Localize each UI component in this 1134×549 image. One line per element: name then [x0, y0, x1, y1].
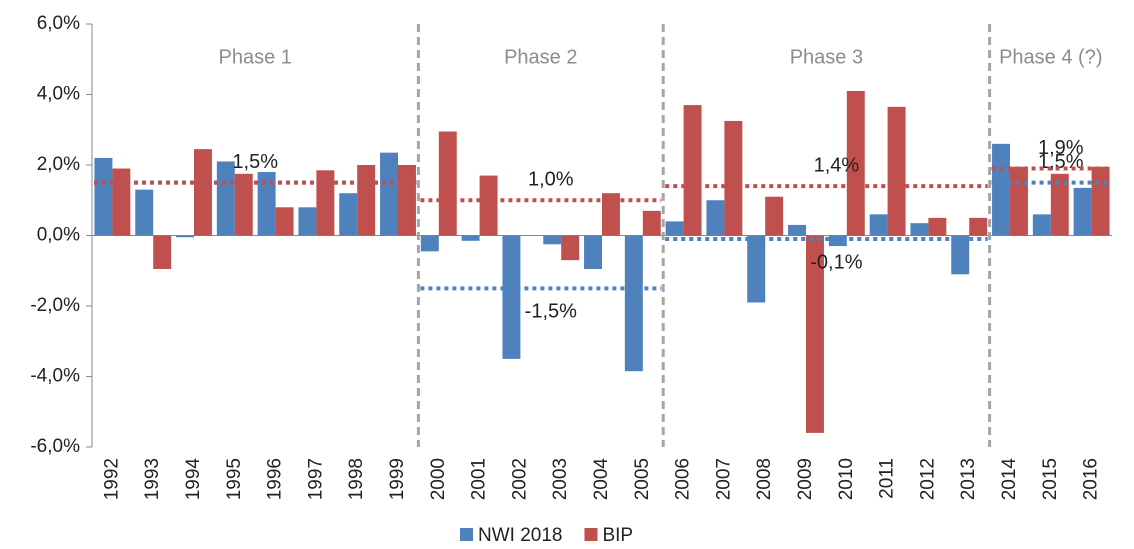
- x-tick-label: 1992: [101, 458, 122, 500]
- x-tick-label: 1997: [305, 458, 326, 500]
- bar: [234, 173, 253, 236]
- legend-label: BIP: [602, 525, 633, 546]
- bar: [339, 193, 358, 236]
- bar: [357, 165, 376, 236]
- average-label: 1,0%: [528, 169, 574, 191]
- x-tick-label: 2014: [999, 458, 1020, 501]
- bar: [112, 168, 131, 236]
- bar: [602, 193, 620, 236]
- x-tick-label: 2012: [917, 458, 938, 500]
- bar: [788, 224, 806, 236]
- bar: [665, 221, 684, 236]
- y-tick-label: 0,0%: [37, 225, 80, 246]
- x-tick-label: 2006: [673, 458, 694, 500]
- bar: [846, 90, 865, 236]
- x-tick-label: 2008: [754, 458, 775, 500]
- bar: [380, 152, 398, 236]
- bar: [1091, 166, 1110, 236]
- legend-label: NWI 2018: [478, 525, 562, 546]
- phase-label: Phase 4 (?): [999, 46, 1102, 68]
- bar: [1073, 187, 1092, 236]
- y-tick-label: -4,0%: [30, 366, 80, 387]
- bar: [194, 149, 212, 236]
- phase-label: Phase 1: [219, 46, 292, 68]
- average-label: 1,5%: [232, 151, 278, 173]
- phase-label: Phase 3: [790, 46, 863, 68]
- y-tick-label: -6,0%: [30, 436, 80, 457]
- x-tick-label: 1998: [346, 458, 367, 500]
- bar: [94, 157, 113, 236]
- x-tick-label: 2001: [469, 458, 490, 500]
- x-tick-label: 1996: [265, 458, 286, 500]
- bar: [420, 235, 439, 252]
- bar: [316, 170, 335, 236]
- x-tick-label: 2011: [877, 458, 898, 499]
- bar: [298, 207, 317, 236]
- bar: [951, 235, 970, 275]
- bar: [747, 235, 766, 303]
- bar: [479, 175, 498, 236]
- bar: [1032, 214, 1051, 236]
- average-label: -1,5%: [525, 301, 577, 323]
- x-tick-label: 1994: [183, 458, 204, 501]
- bar: [806, 235, 824, 433]
- x-tick-label: 2005: [632, 458, 653, 500]
- x-tick-label: 2009: [795, 458, 816, 500]
- x-tick-label: 2013: [958, 458, 979, 500]
- legend-swatch: [584, 528, 598, 541]
- x-tick-label: 2004: [591, 458, 612, 501]
- x-tick-label: 1999: [387, 458, 408, 500]
- x-tick-label: 2003: [550, 458, 571, 500]
- bar: [543, 235, 562, 245]
- y-tick-label: 2,0%: [37, 154, 80, 175]
- y-tick-label: -2,0%: [30, 295, 80, 316]
- y-tick-label: 6,0%: [37, 13, 80, 34]
- bar: [461, 235, 480, 241]
- x-tick-label: 1995: [224, 458, 245, 500]
- legend-swatch: [460, 528, 473, 541]
- bar: [624, 235, 643, 372]
- bar: [502, 235, 521, 359]
- bar: [969, 217, 988, 236]
- bar: [887, 106, 906, 236]
- bar: [153, 235, 172, 269]
- bar: [910, 223, 929, 236]
- bar: [398, 165, 416, 236]
- phase-label: Phase 2: [504, 46, 577, 68]
- bar: [1050, 173, 1069, 236]
- bar: [561, 235, 580, 261]
- average-label: -0,1%: [810, 251, 862, 273]
- bar: [584, 235, 602, 269]
- bar: [706, 200, 725, 236]
- average-label: 1,9%: [1038, 137, 1084, 159]
- bar: [275, 207, 294, 236]
- x-tick-label: 2015: [1040, 458, 1061, 500]
- bar: [642, 210, 661, 236]
- bar: [176, 235, 194, 238]
- bar: [869, 214, 888, 236]
- x-tick-label: 2002: [509, 458, 530, 500]
- average-label: 1,4%: [814, 154, 860, 176]
- bar: [828, 235, 847, 247]
- bar: [765, 196, 784, 236]
- bar: [683, 105, 702, 236]
- bar: [992, 143, 1010, 236]
- bar: [928, 217, 947, 236]
- bar: [1010, 166, 1028, 236]
- x-tick-label: 2016: [1081, 458, 1102, 500]
- bar: [135, 189, 154, 236]
- bar: [438, 131, 457, 236]
- bar: [724, 120, 743, 236]
- bar: [216, 161, 235, 236]
- x-tick-label: 1993: [142, 458, 163, 500]
- bar: [257, 172, 276, 236]
- x-tick-label: 2007: [713, 458, 734, 500]
- y-tick-label: 4,0%: [37, 84, 80, 105]
- x-tick-label: 2000: [428, 458, 449, 500]
- x-tick-label: 2010: [836, 458, 857, 500]
